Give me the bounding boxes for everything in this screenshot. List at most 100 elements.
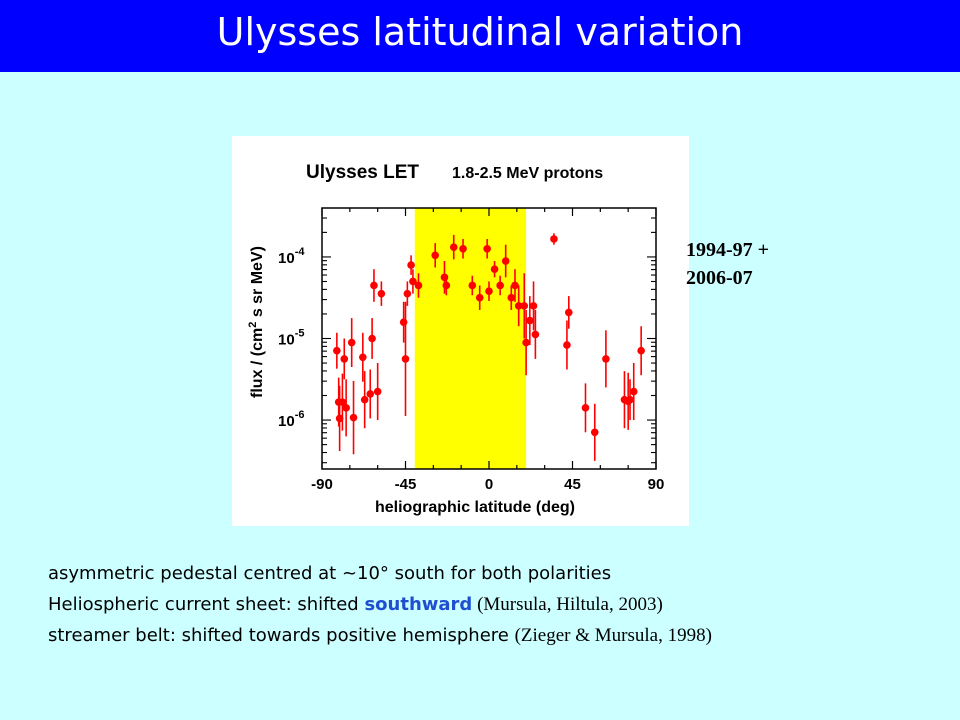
data-marker — [496, 281, 504, 290]
y-tick-label: 10-4 — [278, 246, 305, 267]
y-tick-label: 10-6 — [278, 409, 304, 430]
data-marker — [511, 281, 519, 290]
data-marker — [529, 302, 538, 310]
data-marker — [401, 355, 410, 363]
x-axis-label: heliographic latitude (deg) — [375, 499, 575, 516]
chart-title: Ulysses LET — [306, 162, 419, 183]
y-label-pre: flux / (cm — [249, 328, 266, 398]
x-tick-label: 0 — [485, 476, 493, 493]
data-point — [340, 338, 349, 380]
data-marker — [407, 261, 415, 269]
data-marker — [333, 346, 341, 355]
data-point — [550, 233, 558, 245]
data-point — [459, 238, 467, 259]
data-marker — [347, 338, 356, 347]
data-marker — [637, 346, 645, 355]
bullet-2: Heliospheric current sheet: shifted sout… — [48, 589, 948, 620]
data-point — [407, 255, 415, 275]
data-marker — [342, 404, 350, 412]
bullet-1: asymmetric pedestal centred at ~10° sout… — [48, 563, 612, 584]
data-point — [629, 362, 638, 421]
y-label-post: s sr MeV) — [249, 246, 266, 322]
data-marker — [629, 387, 638, 396]
data-point — [347, 318, 356, 368]
data-point — [377, 281, 386, 306]
data-marker — [526, 316, 534, 325]
data-marker — [459, 244, 467, 253]
data-point — [626, 379, 634, 421]
data-point — [333, 332, 341, 369]
years-line-1: 1994-97 + — [686, 239, 770, 261]
data-marker — [373, 387, 382, 396]
data-marker — [468, 281, 477, 290]
data-point — [526, 296, 534, 346]
data-point — [520, 273, 529, 339]
y-tick-label: 10-5 — [278, 328, 304, 349]
data-marker — [414, 281, 423, 290]
data-marker — [366, 390, 375, 398]
chart-svg: Ulysses LET 1.8-2.5 MeV protons -90 -45 0 4… — [247, 162, 664, 516]
data-marker — [563, 341, 571, 349]
data-marker — [522, 338, 530, 347]
data-point — [590, 403, 599, 461]
chart-subtitle: 1.8-2.5 MeV protons — [452, 165, 603, 182]
data-point — [501, 244, 510, 278]
data-point — [401, 301, 410, 416]
bullet-2-text: Heliospheric current sheet: shifted — [48, 594, 365, 615]
data-point — [414, 273, 423, 298]
data-marker — [550, 235, 558, 243]
data-point — [496, 275, 504, 296]
data-point — [442, 275, 451, 296]
bullet-3: streamer belt: shifted towards positive … — [48, 620, 948, 651]
bullet-3-reference: (Zieger & Mursula, 1998) — [514, 625, 712, 646]
data-point — [342, 379, 350, 437]
data-point — [564, 296, 573, 329]
data-marker — [483, 244, 491, 253]
x-tick-label: 45 — [564, 476, 581, 493]
data-marker — [340, 355, 349, 363]
data-marker — [431, 251, 439, 260]
data-marker — [602, 355, 610, 363]
data-marker — [399, 318, 408, 326]
data-point — [349, 380, 358, 455]
bullet-2-highlight: southward — [364, 594, 473, 615]
years-line-2: 2006-07 — [686, 267, 753, 289]
data-marker — [377, 289, 386, 298]
data-point — [529, 281, 538, 331]
x-tick-label: -90 — [311, 476, 333, 493]
data-marker — [335, 414, 344, 423]
data-point — [514, 285, 523, 327]
y-axis-label: flux / (cm2 s sr MeV) — [247, 246, 266, 398]
data-point — [399, 301, 408, 343]
data-points — [333, 233, 645, 461]
data-marker — [449, 243, 458, 251]
data-marker — [360, 395, 369, 404]
title-bar: Ulysses latitudinal variation — [0, 0, 960, 72]
bullet-2-reference: (Mursula, Hiltula, 2003) — [472, 594, 663, 615]
data-point — [563, 320, 571, 370]
data-point — [360, 371, 369, 429]
data-point — [373, 362, 382, 421]
data-point — [366, 369, 375, 419]
y-label-sup: 2 — [247, 322, 259, 328]
data-point — [490, 261, 499, 278]
bullet-3-text: streamer belt: shifted towards positive … — [48, 625, 515, 646]
data-marker — [338, 398, 347, 406]
data-marker — [590, 428, 599, 437]
data-point — [507, 285, 516, 310]
data-marker — [501, 257, 510, 265]
data-point — [409, 269, 417, 294]
data-point — [359, 332, 367, 382]
data-marker — [520, 302, 529, 310]
slide-title: Ulysses latitudinal variation — [216, 10, 744, 54]
data-marker — [403, 289, 412, 298]
data-point — [475, 285, 484, 310]
data-marker — [475, 293, 484, 302]
data-point — [511, 269, 519, 302]
data-point — [335, 385, 344, 452]
data-point — [403, 281, 412, 306]
data-point — [485, 281, 493, 301]
data-marker — [564, 308, 573, 317]
data-point — [370, 269, 378, 302]
data-point — [468, 275, 477, 296]
